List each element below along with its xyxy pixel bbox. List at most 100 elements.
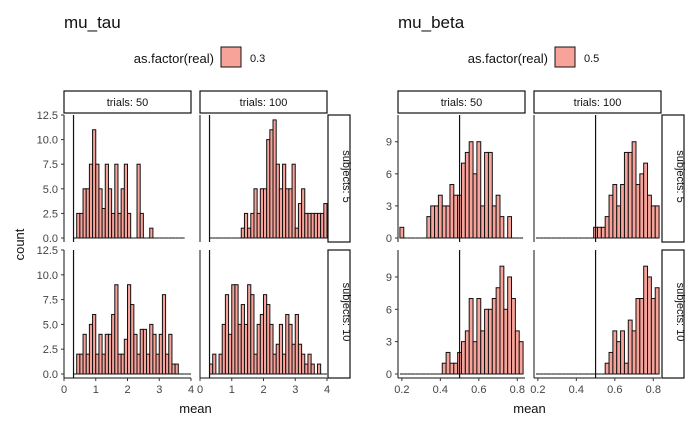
- chart2-panel-r2c2-bar: [623, 362, 629, 375]
- chart2-panel-r1c2-bar: [620, 184, 625, 239]
- chart2-panel-r2c2-x-tick-label: 0.6: [607, 384, 622, 396]
- chart2-panel-r2c1-y-tick-label: 6: [386, 304, 392, 316]
- chart1-panel-r2c1-x-tick-label: 0: [61, 384, 67, 396]
- chart2-panel-r2c1-x-tick-label: 0.6: [471, 384, 486, 396]
- chart1-panel-r2c2-bar: [278, 323, 284, 375]
- chart1-panel-r2c2-bar: [316, 363, 322, 375]
- chart1-panel-r1c1-bar: [127, 212, 132, 239]
- chart1-panel-r2c2-bar: [250, 294, 255, 375]
- chart1-panel-r1c1-y-tick-label: 12.5: [37, 110, 58, 122]
- chart2-panel-r1c2-bar: [631, 141, 637, 239]
- chart2-panel-r2c1-x-tick-label: 0.2: [394, 384, 409, 396]
- chart2-panel-r2c1-bar: [468, 298, 474, 375]
- chart1-panel-r1c1-bar: [123, 163, 128, 239]
- chart1-panel-r1c1-y-tick-label: 7.5: [43, 159, 58, 171]
- chart2-panel-r1c1-bar: [449, 184, 455, 239]
- chart1-panel-r2c2-x-tick-label: 2: [260, 384, 266, 396]
- chart1-strip-col-label-1: trials: 50: [107, 97, 149, 109]
- chart1-legend-title: as.factor(real): [134, 51, 214, 66]
- chart2-panel-r2c1-x-tick-label: 0.8: [510, 384, 525, 396]
- chart2-x-axis-title: mean: [513, 401, 546, 416]
- chart1-strip-row-label-1: subjects: 5: [340, 150, 352, 203]
- chart2-panel-r2c1-bar: [495, 287, 501, 375]
- chart2-panel-r1c2-bar: [627, 151, 633, 239]
- chart1-panel-r2c1-bar: [114, 284, 119, 375]
- chart2-panel-r2c1-bar: [464, 330, 470, 375]
- chart1-panel-r1c1-bar: [139, 212, 144, 239]
- chart2-panel-r1c2-bar: [654, 205, 660, 239]
- chart1-strip-row-1: [327, 114, 351, 243]
- chart2-panel-r1c1-bar: [499, 216, 505, 239]
- chart1-panel-r2c1-x-tick-label: 4: [188, 384, 194, 396]
- chart2-panel-r2c2-bar: [612, 330, 618, 375]
- chart2-strip-row-label-1: subjects: 5: [674, 150, 686, 203]
- chart1-panel-r1c1-bar: [149, 227, 154, 239]
- chart2-strip-row-2: [661, 249, 685, 379]
- chart1-legend-value: 0.3: [250, 53, 265, 65]
- chart1-panel-r1c1-y-tick-label: 5.0: [43, 184, 58, 196]
- chart2-strip-col-1: [397, 90, 526, 114]
- chart1-panel-r2c1-y-tick-label: 0.0: [43, 369, 58, 381]
- chart2-strip-row-label-2: subjects: 10: [674, 283, 686, 342]
- chart2-panel-r1c1-y-tick-label: 0: [386, 233, 392, 245]
- chart1-panel-r2c2-x-tick-label: 1: [229, 384, 235, 396]
- chart2-panel-r2c1-bar: [476, 298, 482, 375]
- chart1-panel-r2c2-bar: [269, 323, 274, 375]
- chart2-panel-r1c2-bar: [650, 205, 656, 239]
- chart2-strip-col-label-1: trials: 50: [441, 97, 483, 109]
- chart2-panel-r1c1-bar: [491, 205, 497, 239]
- chart2-panel-r1c1-y-tick-label: 3: [386, 201, 392, 213]
- chart1-panel-r2c2-bar: [212, 353, 217, 375]
- chart2-panel-r1c2-bar: [600, 226, 606, 239]
- chart1-panel-r2c2-x-tick-label: 0: [197, 384, 203, 396]
- chart2-strip-row-1: [661, 114, 685, 243]
- chart1-panel-r2c1-y-tick-label: 12.5: [37, 245, 58, 257]
- chart2-panel-r2c2-bar: [647, 276, 652, 375]
- chart2-panel-r2c1-bar: [499, 265, 505, 375]
- chart2-panel-r2c1-bar: [518, 341, 524, 375]
- chart2-panel-r2c2-bar: [620, 330, 625, 375]
- chart1-strip-col-2: [199, 90, 328, 114]
- chart2-panel-r2c2-bar: [654, 287, 660, 375]
- chart1-panel-r2c1-x-tick-label: 1: [93, 384, 99, 396]
- chart2-panel-r2c1-bar: [472, 341, 478, 375]
- chart1-panel-r2c1-y-tick-label: 10.0: [37, 270, 58, 282]
- chart2-panel-r2c1-bar: [484, 308, 489, 375]
- chart2-panel-r1c1-bar: [476, 141, 482, 239]
- chart2-panel-r2c1-y-tick-label: 3: [386, 337, 392, 349]
- chart2-panel-r1c1-y-tick-label: 6: [386, 169, 392, 181]
- chart1-strip-row-2: [327, 249, 351, 379]
- chart1-panel-r1c2-bar: [243, 212, 249, 239]
- chart2-panel-r1c1-bar: [426, 216, 432, 239]
- chart2-panel-r1c1-bar: [453, 194, 459, 239]
- chart2-panel-r1c1-bar: [445, 205, 451, 239]
- chart1-panel-r2c1-bar: [142, 328, 148, 375]
- chart2-panel-r2c1-bar: [503, 308, 509, 375]
- chart2-panel-r1c2-bar: [604, 216, 610, 239]
- chart1-x-axis-title: mean: [179, 401, 212, 416]
- chart2-panel-r1c2-bar: [647, 194, 652, 239]
- chart2-panel-r1c1-bar: [430, 205, 436, 239]
- chart2-panel-r2c1-bar: [480, 330, 486, 375]
- chart2-title: mu_beta: [398, 13, 465, 32]
- chart2-panel-r2c1-bar: [441, 362, 447, 375]
- chart1-y-axis-title: count: [12, 228, 27, 260]
- chart1-panel-r2c1-y-tick-label: 7.5: [43, 295, 58, 307]
- chart2-panel-r2c2-x-tick-label: 0.4: [569, 384, 584, 396]
- chart2-panel-r1c1-bar: [495, 194, 501, 239]
- chart1-panel-r2c2-x-tick-label: 4: [324, 384, 330, 396]
- chart2-panel-r2c1-bar: [491, 298, 497, 375]
- chart1-panel-r2c1-bar: [161, 294, 167, 375]
- chart1-panel-r1c1-y-tick-label: 0.0: [43, 233, 58, 245]
- chart2-panel-r2c2-bar: [616, 341, 622, 375]
- chart2-panel-r1c1-bar: [464, 151, 470, 239]
- chart2-panel-r1c1-bar: [399, 226, 405, 239]
- chart1-strip-row-label-2: subjects: 10: [340, 283, 352, 342]
- chart2-panel-r1c1-bar: [487, 151, 493, 239]
- chart2-panel-r2c2-bar: [635, 298, 641, 375]
- chart1-panel-r2c1-bar: [92, 313, 97, 375]
- chart2-strip-col-label-2: trials: 100: [574, 97, 622, 109]
- chart2-legend-key: [554, 46, 576, 68]
- chart2-panel-r1c2-bar: [639, 173, 645, 239]
